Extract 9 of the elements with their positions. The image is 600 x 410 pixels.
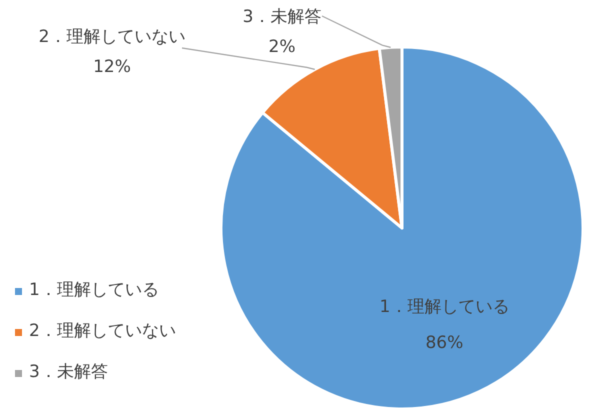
slice-label: 1．理解している: [379, 297, 510, 318]
legend-label: 2．理解していない: [29, 321, 176, 341]
data-label: 12%: [93, 57, 131, 77]
slice-label: 3．未解答: [242, 7, 322, 27]
legend-label: 1．理解している: [29, 280, 159, 300]
data-label: 2%: [268, 37, 296, 57]
legend-label: 3．未解答: [29, 362, 108, 382]
data-label: 86%: [425, 333, 464, 354]
slice-label: 2．理解していない: [38, 27, 186, 47]
